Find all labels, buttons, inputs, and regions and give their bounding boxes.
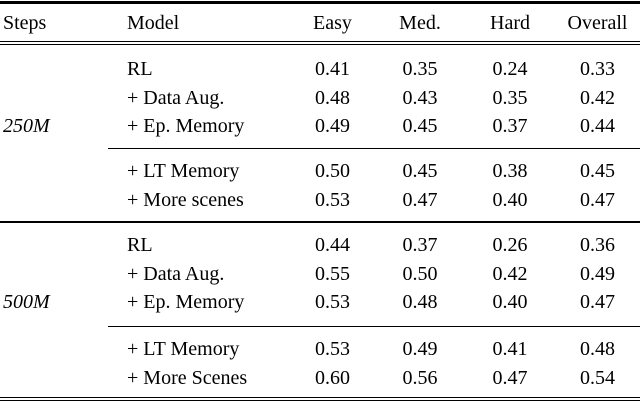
table-row: + LT Memory 0.50 0.45 0.38 0.45	[0, 157, 640, 186]
med-value: 0.56	[402, 366, 438, 389]
table-row: + Data Aug. 0.55 0.50 0.42 0.49	[0, 260, 640, 289]
column-header-overall: Overall	[567, 11, 628, 34]
overall-value: 0.44	[580, 115, 615, 138]
hard-value: 0.24	[492, 58, 528, 81]
table-row: + More Scenes 0.60 0.56 0.47 0.54	[0, 364, 640, 393]
table-row: + More scenes 0.53 0.47 0.40 0.47	[0, 186, 640, 215]
spacer	[0, 141, 640, 148]
model-cell: + LT Memory	[127, 338, 240, 361]
model-cell: + Ep. Memory	[127, 291, 245, 314]
spacer	[0, 327, 640, 335]
model-cell: + Data Aug.	[127, 86, 225, 109]
model-cell: + Ep. Memory	[127, 115, 245, 138]
column-header-model: Model	[127, 11, 180, 34]
table-row: RL 0.44 0.37 0.26 0.36	[0, 231, 640, 260]
med-value: 0.49	[402, 338, 438, 361]
table-row: 250M + Ep. Memory 0.49 0.45 0.37 0.44	[0, 112, 640, 141]
med-value: 0.35	[402, 58, 438, 81]
hard-value: 0.47	[492, 366, 528, 389]
hard-value: 0.38	[492, 160, 528, 183]
easy-value: 0.49	[315, 115, 350, 138]
overall-value: 0.47	[580, 188, 615, 211]
model-cell: + More scenes	[127, 188, 244, 211]
easy-value: 0.50	[315, 160, 350, 183]
table-top-rule	[0, 1, 640, 4]
column-header-easy: Easy	[313, 11, 352, 34]
overall-value: 0.33	[580, 58, 615, 81]
overall-value: 0.42	[580, 86, 615, 109]
column-header-hard: Hard	[490, 11, 530, 34]
spacer	[0, 149, 640, 157]
med-value: 0.48	[402, 291, 438, 314]
med-value: 0.45	[402, 115, 438, 138]
easy-value: 0.53	[315, 338, 350, 361]
overall-value: 0.47	[580, 291, 615, 314]
hard-value: 0.40	[492, 291, 528, 314]
easy-value: 0.53	[315, 291, 350, 314]
table-row: + Data Aug. 0.48 0.43 0.35 0.42	[0, 84, 640, 113]
partial-rule	[108, 325, 640, 327]
easy-value: 0.41	[315, 58, 350, 81]
overall-value: 0.54	[580, 366, 615, 389]
overall-value: 0.36	[580, 234, 615, 257]
steps-label-250m: 250M	[3, 115, 50, 138]
hard-value: 0.40	[492, 188, 528, 211]
table-bottom-rule	[0, 397, 640, 401]
easy-value: 0.48	[315, 86, 350, 109]
med-value: 0.45	[402, 160, 438, 183]
table-header-row: Steps Model Easy Med. Hard Overall	[0, 4, 640, 41]
model-cell: RL	[127, 234, 153, 257]
easy-value: 0.44	[315, 234, 350, 257]
model-cell: + More Scenes	[127, 366, 248, 389]
hard-value: 0.42	[492, 262, 528, 285]
overall-value: 0.48	[580, 338, 615, 361]
spacer	[0, 223, 640, 231]
table-row: RL 0.41 0.35 0.24 0.33	[0, 55, 640, 84]
med-value: 0.37	[402, 234, 438, 257]
spacer	[0, 214, 640, 221]
easy-value: 0.55	[315, 262, 350, 285]
hard-value: 0.26	[492, 234, 528, 257]
partial-rule	[108, 147, 640, 149]
column-header-med: Med.	[399, 11, 441, 34]
model-cell: + Data Aug.	[127, 262, 225, 285]
med-value: 0.50	[402, 262, 438, 285]
header-separator-rule	[0, 41, 640, 45]
table-row: 500M + Ep. Memory 0.53 0.48 0.40 0.47	[0, 288, 640, 317]
results-table: Steps Model Easy Med. Hard Overall RL 0.…	[0, 1, 640, 401]
overall-value: 0.49	[580, 262, 615, 285]
spacer	[0, 317, 640, 326]
model-cell: RL	[127, 58, 153, 81]
hard-value: 0.37	[492, 115, 528, 138]
hard-value: 0.41	[492, 338, 528, 361]
hard-value: 0.35	[492, 86, 528, 109]
steps-label-500m: 500M	[3, 291, 50, 314]
overall-value: 0.45	[580, 160, 615, 183]
table-row: + LT Memory 0.53 0.49 0.41 0.48	[0, 335, 640, 364]
model-cell: + LT Memory	[127, 160, 240, 183]
easy-value: 0.53	[315, 188, 350, 211]
column-header-steps: Steps	[3, 11, 47, 34]
med-value: 0.43	[402, 86, 438, 109]
spacer	[0, 45, 640, 55]
group-separator-rule	[0, 221, 640, 223]
med-value: 0.47	[402, 188, 438, 211]
easy-value: 0.60	[315, 366, 350, 389]
